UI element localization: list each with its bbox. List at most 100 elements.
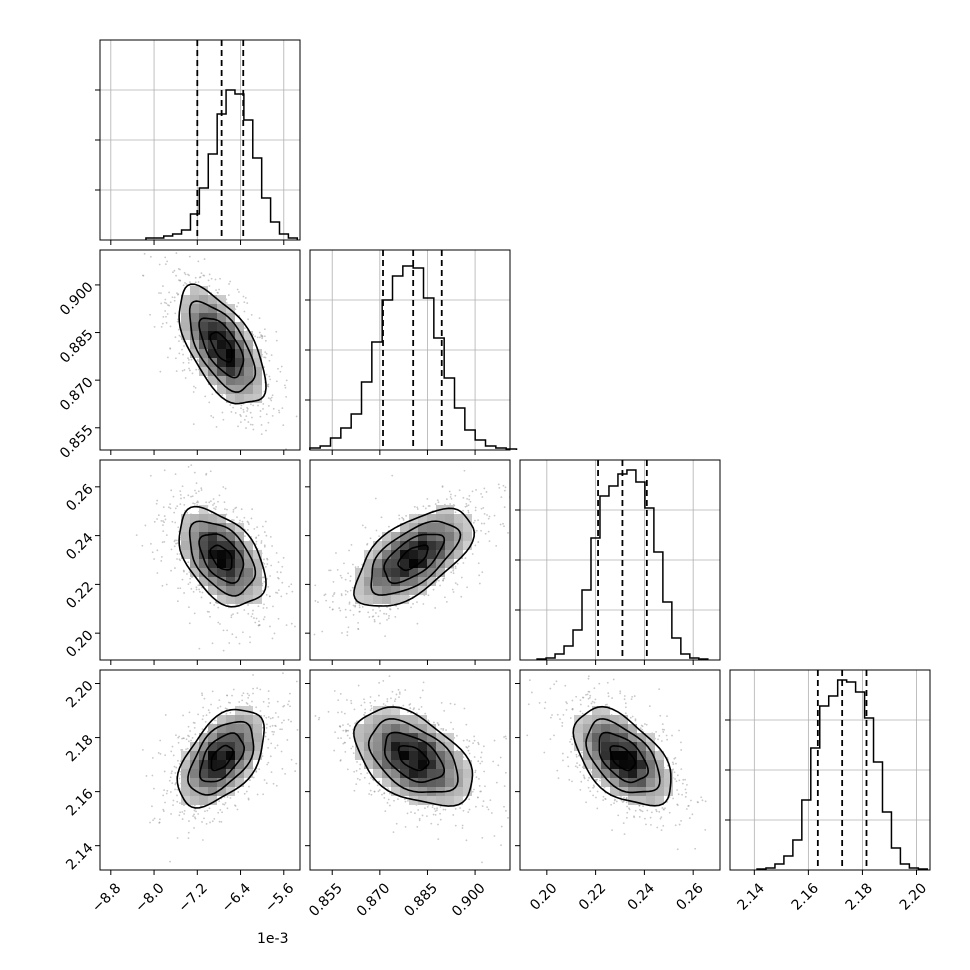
sample-point <box>188 606 190 609</box>
sample-point <box>352 613 355 616</box>
density-cell <box>199 331 208 340</box>
density-cell <box>409 550 418 559</box>
sample-point <box>480 756 482 759</box>
sample-point <box>174 507 177 510</box>
sample-point <box>342 724 344 727</box>
sample-point <box>465 502 468 505</box>
sample-point <box>167 356 169 359</box>
sample-point <box>416 825 419 828</box>
sample-point <box>434 607 437 609</box>
sample-point <box>243 301 246 304</box>
density-cell <box>391 577 400 586</box>
sample-point <box>346 634 349 637</box>
sample-point <box>236 612 239 614</box>
sample-point <box>370 707 373 710</box>
sample-point <box>231 633 234 636</box>
sample-point <box>149 474 152 477</box>
sample-point <box>444 596 446 599</box>
sample-point <box>412 602 414 605</box>
sample-point <box>173 545 176 548</box>
sample-point <box>252 428 255 431</box>
contour-line <box>209 544 233 571</box>
sample-point <box>413 505 416 508</box>
sample-point <box>278 409 280 412</box>
sample-point <box>158 263 161 266</box>
density-cell <box>208 577 217 586</box>
sample-point <box>160 560 163 562</box>
sample-point <box>162 316 165 318</box>
density-cell <box>436 523 445 532</box>
sample-point <box>268 702 271 704</box>
sample-point <box>370 793 373 796</box>
sample-point <box>208 807 211 810</box>
density-cell <box>364 724 373 733</box>
sample-point <box>500 825 503 828</box>
sample-point <box>422 603 425 605</box>
sample-point <box>369 789 372 792</box>
sample-point <box>255 617 258 620</box>
density-cell <box>364 595 373 604</box>
density-cell <box>226 541 235 550</box>
sample-point <box>475 776 478 779</box>
sample-point <box>246 702 249 705</box>
sample-point <box>280 750 283 753</box>
density-cell <box>253 595 262 604</box>
sample-point <box>152 819 154 822</box>
sample-point <box>240 407 242 410</box>
density-cell <box>244 367 253 376</box>
sample-point <box>358 778 361 781</box>
sample-point <box>424 507 427 510</box>
density-cell <box>244 724 253 733</box>
density-cell <box>463 523 472 532</box>
sample-point <box>247 696 250 699</box>
density-cell <box>199 541 208 550</box>
sample-point <box>498 486 501 489</box>
sample-point <box>218 820 221 823</box>
sample-point <box>258 620 260 623</box>
sample-point <box>288 663 290 665</box>
sample-point <box>468 740 471 742</box>
sample-point <box>348 602 351 605</box>
sample-point <box>475 529 478 532</box>
sample-point <box>275 591 277 594</box>
density-cell <box>190 295 199 304</box>
sample-point <box>237 302 240 304</box>
density-cell <box>400 595 409 604</box>
density-cell <box>217 376 226 385</box>
sample-point <box>436 809 438 812</box>
sample-point <box>353 770 356 773</box>
sample-point <box>265 534 268 537</box>
sample-point <box>497 483 500 486</box>
sample-point <box>222 629 225 632</box>
sample-point <box>174 357 177 360</box>
sample-point <box>397 688 400 691</box>
density-cell <box>181 550 190 559</box>
density-cell <box>181 331 190 340</box>
sample-point <box>203 817 205 820</box>
sample-point <box>222 803 224 806</box>
sample-point <box>258 336 261 339</box>
sample-point <box>165 583 168 586</box>
sample-point <box>277 577 280 580</box>
contour-line <box>198 317 245 379</box>
sample-point <box>196 504 199 506</box>
sample-point <box>206 376 209 379</box>
sample-point <box>369 537 372 540</box>
sample-point <box>452 591 455 593</box>
sample-point <box>340 737 342 740</box>
sample-point <box>208 401 211 404</box>
density-cell <box>226 751 235 760</box>
sample-point <box>227 294 230 296</box>
sample-point <box>347 572 350 575</box>
sample-point <box>210 415 213 417</box>
sample-point <box>289 692 291 695</box>
density-cell <box>235 340 244 349</box>
density-cell <box>409 568 418 577</box>
density-cell <box>208 787 217 796</box>
sample-point <box>193 804 196 807</box>
sample-point <box>195 492 198 495</box>
sample-point <box>289 705 291 708</box>
density-cell <box>217 577 226 586</box>
sample-point <box>504 486 507 489</box>
sample-point <box>240 508 243 511</box>
